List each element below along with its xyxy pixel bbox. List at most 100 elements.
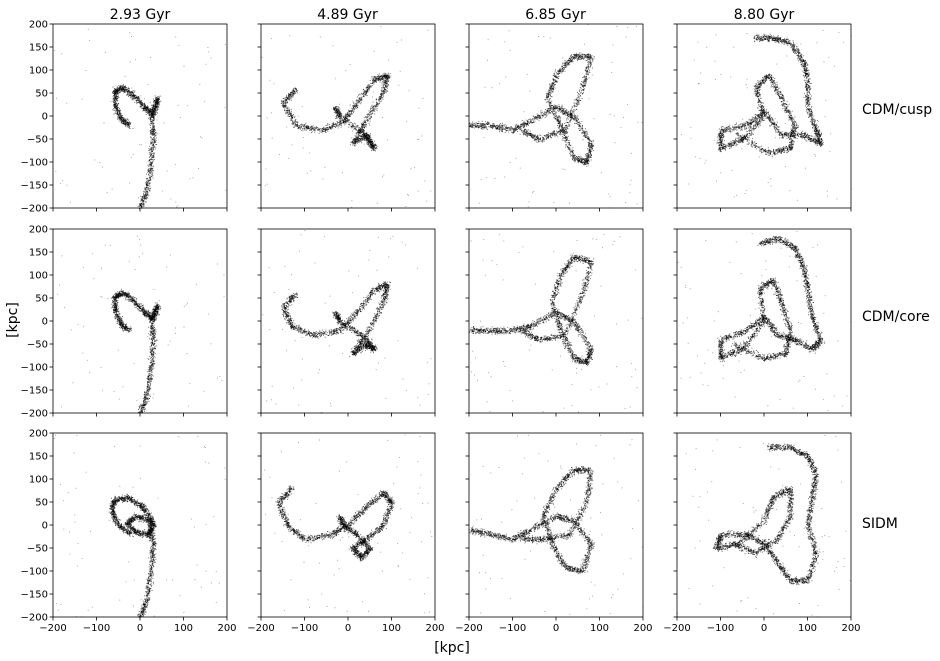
panel-1-1: 200150100500−50−100−150−200 bbox=[21, 20, 227, 215]
particle bbox=[149, 113, 150, 114]
particle bbox=[129, 127, 130, 128]
particle bbox=[151, 143, 152, 144]
particle bbox=[152, 120, 153, 121]
particle bbox=[117, 112, 118, 113]
particle bbox=[149, 173, 150, 174]
particle bbox=[116, 98, 117, 99]
particle bbox=[147, 193, 148, 194]
particle bbox=[118, 85, 119, 86]
particle bbox=[112, 92, 113, 93]
particle bbox=[142, 103, 143, 104]
particle bbox=[151, 110, 152, 111]
particle bbox=[132, 128, 133, 129]
particle bbox=[156, 102, 157, 103]
particle bbox=[157, 98, 158, 99]
particle bbox=[124, 120, 125, 121]
particle bbox=[152, 108, 153, 109]
particle bbox=[152, 139, 153, 140]
particle bbox=[117, 87, 118, 88]
particle bbox=[141, 205, 142, 206]
particle bbox=[121, 119, 122, 120]
particle bbox=[145, 187, 146, 188]
particle bbox=[117, 116, 118, 117]
particle bbox=[151, 147, 152, 148]
particle bbox=[124, 91, 125, 92]
particle bbox=[118, 97, 119, 98]
particle bbox=[151, 153, 152, 154]
particle bbox=[152, 138, 153, 139]
particle bbox=[144, 110, 145, 111]
particle bbox=[157, 101, 158, 102]
particle bbox=[89, 40, 90, 41]
particle bbox=[115, 100, 116, 101]
particle bbox=[123, 123, 124, 124]
particle bbox=[151, 105, 152, 106]
particle bbox=[153, 101, 154, 102]
particle bbox=[146, 114, 147, 115]
particle bbox=[152, 173, 153, 174]
particle bbox=[120, 113, 121, 114]
particle bbox=[113, 101, 114, 102]
particle bbox=[119, 117, 120, 118]
particle bbox=[158, 103, 159, 104]
particle-cloud bbox=[54, 29, 226, 209]
particle bbox=[114, 104, 115, 105]
particle bbox=[130, 123, 131, 124]
particle bbox=[146, 111, 147, 112]
particle bbox=[147, 172, 148, 173]
particle bbox=[156, 103, 157, 104]
particle bbox=[144, 192, 145, 193]
particle bbox=[148, 109, 149, 110]
particle bbox=[157, 109, 158, 110]
particle bbox=[120, 87, 121, 88]
particle bbox=[154, 125, 155, 126]
particle bbox=[150, 125, 151, 126]
particle bbox=[123, 85, 124, 86]
particle bbox=[152, 142, 153, 143]
particle bbox=[152, 145, 153, 146]
particle bbox=[119, 113, 120, 114]
particle bbox=[149, 180, 150, 181]
particle bbox=[151, 129, 152, 130]
particle bbox=[115, 91, 116, 92]
particle bbox=[114, 110, 115, 111]
particle bbox=[147, 191, 148, 192]
particle bbox=[129, 124, 130, 125]
particle bbox=[146, 202, 147, 203]
particle bbox=[146, 174, 147, 175]
particle bbox=[113, 87, 114, 88]
particle bbox=[155, 95, 156, 96]
particle bbox=[155, 105, 156, 106]
particle bbox=[146, 199, 147, 200]
particle bbox=[147, 185, 148, 186]
particle bbox=[159, 101, 160, 102]
particle bbox=[113, 96, 114, 97]
particle bbox=[157, 112, 158, 113]
particle bbox=[134, 91, 135, 92]
particle bbox=[117, 119, 118, 120]
particle bbox=[137, 98, 138, 99]
particle bbox=[150, 175, 151, 176]
particle bbox=[138, 97, 139, 98]
particle bbox=[121, 115, 122, 116]
particle bbox=[144, 205, 145, 206]
particle bbox=[147, 181, 148, 182]
particle bbox=[147, 179, 148, 180]
particle bbox=[153, 147, 154, 148]
particle bbox=[151, 174, 152, 175]
particle bbox=[153, 152, 154, 153]
particle bbox=[126, 120, 127, 121]
particle bbox=[119, 121, 120, 122]
particle bbox=[132, 95, 133, 96]
particle bbox=[150, 170, 151, 171]
particle bbox=[113, 105, 114, 106]
particle bbox=[157, 102, 158, 103]
particle bbox=[128, 126, 129, 127]
particle bbox=[119, 89, 120, 90]
particle bbox=[153, 108, 154, 109]
particle bbox=[178, 45, 179, 46]
particle bbox=[152, 149, 153, 150]
particle bbox=[125, 89, 126, 90]
particle bbox=[141, 102, 142, 103]
particle bbox=[156, 108, 157, 109]
